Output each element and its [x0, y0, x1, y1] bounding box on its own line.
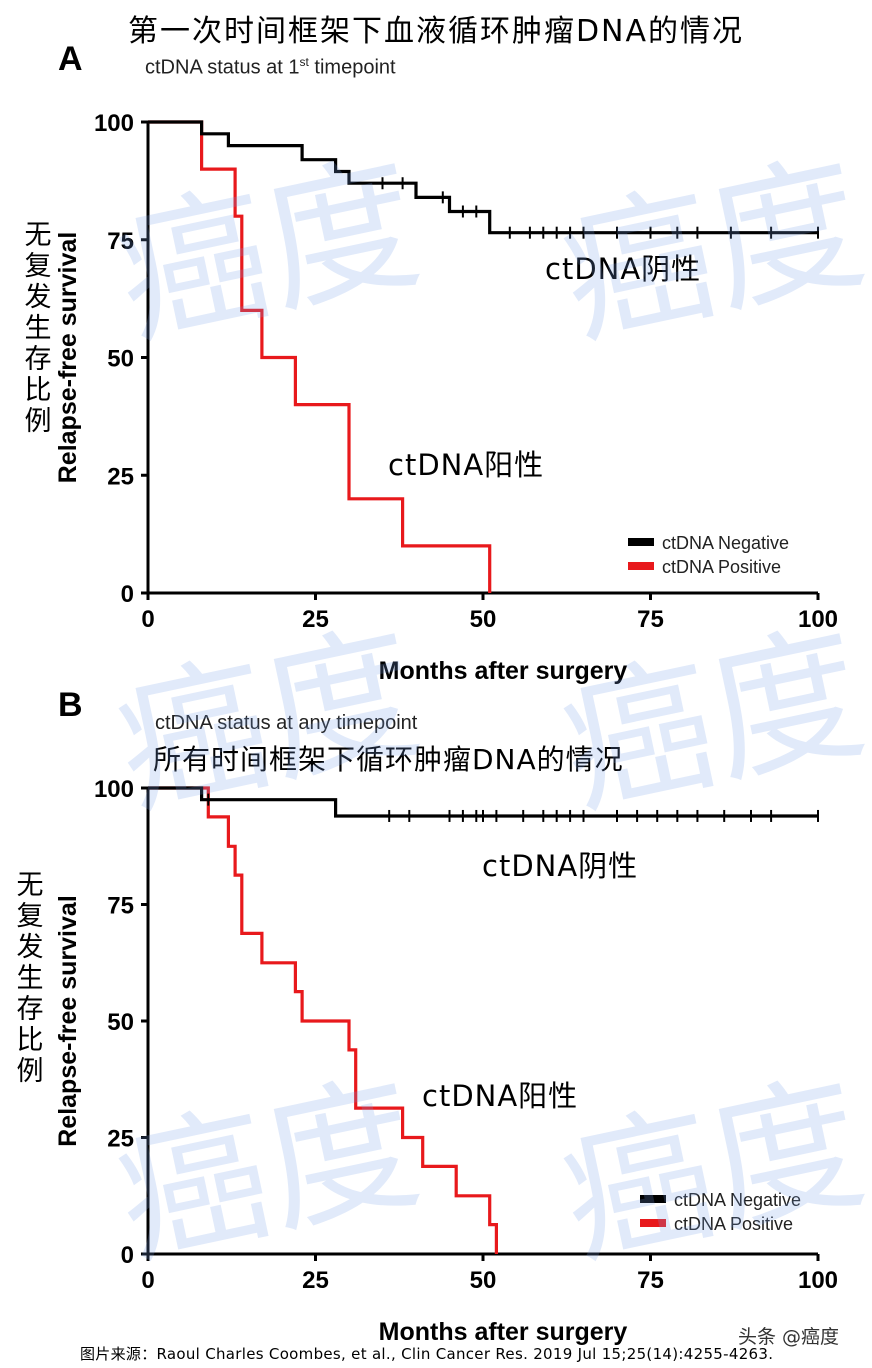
panel-b-annot-negative: ctDNA阴性	[482, 849, 639, 883]
series-line	[148, 120, 492, 593]
x-tick-label: 75	[637, 1267, 664, 1294]
x-tick-label: 100	[798, 606, 838, 633]
ylabel-cn-char: 无	[16, 870, 44, 901]
ylabel-cn-char: 存	[16, 994, 44, 1025]
ylabel-cn-char: 生	[24, 313, 52, 344]
y-tick-label: 75	[107, 228, 134, 255]
legend-label: ctDNA Negative	[662, 533, 789, 553]
y-tick-label: 100	[94, 776, 134, 803]
legend-swatch	[628, 562, 654, 570]
ylabel-cn-char: 发	[16, 932, 44, 963]
x-axis-label: Months after surgery	[379, 1318, 628, 1346]
ylabel-cn-char: 复	[24, 251, 52, 282]
source-citation: 图片来源：Raoul Charles Coombes, et al., Clin…	[80, 1345, 774, 1363]
x-tick-label: 0	[141, 1267, 154, 1294]
panel-a-annot-positive: ctDNA阳性	[388, 448, 545, 482]
brand-label: 头条 @癌度	[738, 1326, 840, 1348]
y-tick-label: 0	[121, 581, 134, 608]
x-tick-label: 75	[637, 606, 664, 633]
legend-swatch	[640, 1195, 666, 1203]
legend-label: ctDNA Positive	[674, 1214, 793, 1234]
x-tick-label: 50	[470, 1267, 497, 1294]
panel-letter-b: B	[58, 686, 83, 724]
panel-a-subtitle: ctDNA status at 1st timepoint	[145, 55, 396, 80]
y-tick-label: 75	[107, 893, 134, 920]
y-tick-label: 50	[107, 346, 134, 373]
x-tick-label: 25	[302, 1267, 329, 1294]
y-tick-label: 50	[107, 1009, 134, 1036]
x-tick-label: 100	[798, 1267, 838, 1294]
panel-letter-a: A	[58, 40, 83, 78]
legend-label: ctDNA Positive	[662, 557, 781, 577]
panel-a-subtitle-main: ctDNA status at 1	[145, 56, 300, 79]
y-tick-label: 25	[107, 1126, 134, 1153]
ylabel-cn-char: 发	[24, 282, 52, 313]
ylabel-cn-char: 存	[24, 344, 52, 375]
legend-swatch	[628, 538, 654, 546]
ylabel-cn-char: 生	[16, 963, 44, 994]
y-tick-label: 25	[107, 463, 134, 490]
y-axis-label: Relapse-free survival	[54, 895, 82, 1147]
ylabel-cn-char: 比	[24, 375, 52, 406]
panel-b-subtitle-main: ctDNA status at any timepoint	[155, 712, 418, 734]
panel-b-ylabel-cn: 无 复 发 生 存 比 例	[14, 870, 46, 1087]
ylabel-cn-char: 例	[24, 406, 52, 437]
panel-a-chart: 0 25 50 75 100 0 25 50 75 100 Months after surgery…	[54, 110, 838, 685]
x-tick-label: 25	[302, 606, 329, 633]
y-axis-label: Relapse-free survival	[54, 232, 82, 484]
panel-a-ylabel-cn: 无 复 发 生 存 比 例	[22, 220, 54, 437]
series-line	[148, 120, 818, 235]
x-tick-label: 50	[470, 606, 497, 633]
panel-a-subtitle-tail: timepoint	[308, 56, 396, 79]
ylabel-cn-char: 无	[24, 220, 52, 251]
ylabel-cn-char: 例	[16, 1056, 44, 1087]
panel-b-annot-positive: ctDNA阳性	[422, 1079, 579, 1113]
legend-swatch	[640, 1219, 666, 1227]
panel-b-subtitle-cn: 所有时间框架下循环肿瘤DNA的情况	[153, 743, 624, 776]
page-title: 第一次时间框架下血液循环肿瘤DNA的情况	[127, 14, 745, 49]
series-line	[148, 786, 498, 1254]
x-axis-label: Months after surgery	[379, 657, 628, 685]
panel-a-subtitle-sup: st	[299, 55, 309, 69]
series-line	[148, 786, 818, 818]
panel-b-subtitle: ctDNA status at any timepoint	[155, 712, 417, 735]
y-tick-label: 0	[121, 1242, 134, 1269]
legend-label: ctDNA Negative	[674, 1190, 801, 1210]
ylabel-cn-char: 复	[16, 901, 44, 932]
panel-a-annot-negative: ctDNA阴性	[545, 252, 702, 286]
ylabel-cn-char: 比	[16, 1025, 44, 1056]
x-tick-label: 0	[141, 606, 154, 633]
y-tick-label: 100	[94, 110, 134, 137]
